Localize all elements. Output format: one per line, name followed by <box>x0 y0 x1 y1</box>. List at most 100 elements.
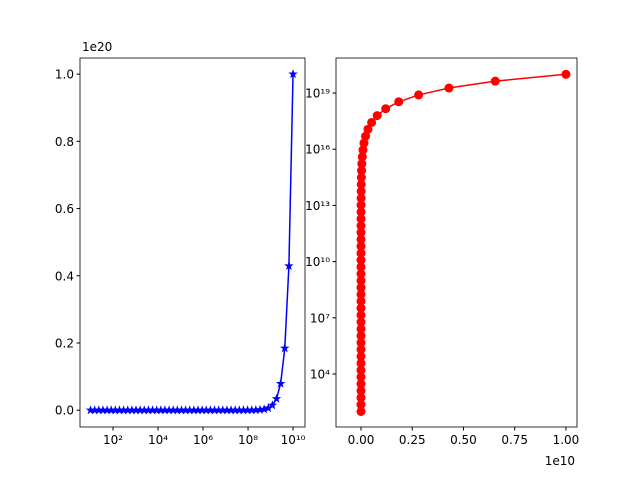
circle-marker <box>356 234 366 244</box>
x-tick-label: 10² <box>103 433 123 447</box>
y-tick-label: 1.0 <box>55 68 74 82</box>
circle-marker <box>358 145 368 155</box>
star-marker <box>242 405 253 415</box>
star-marker <box>193 405 203 415</box>
star-marker <box>110 405 121 415</box>
y-tick-label: 10¹⁹ <box>305 87 330 101</box>
star-marker <box>94 405 104 415</box>
circle-marker <box>356 338 366 348</box>
circle-marker <box>359 138 369 148</box>
x-tick-label: 10⁸ <box>238 433 258 447</box>
circle-marker <box>356 289 366 299</box>
circle-marker <box>356 310 366 320</box>
circle-marker <box>356 331 366 341</box>
star-marker <box>189 405 199 415</box>
circle-marker <box>356 406 366 416</box>
star-marker <box>135 405 145 415</box>
star-marker <box>205 405 216 415</box>
y-tick-label: 10¹⁰ <box>305 255 330 269</box>
circle-marker <box>356 255 366 265</box>
y-offset-text: 1e20 <box>82 40 112 54</box>
star-marker <box>172 405 183 415</box>
circle-marker <box>356 296 366 306</box>
star-marker <box>251 405 261 415</box>
circle-marker <box>356 248 366 258</box>
star-marker <box>201 405 212 415</box>
circle-marker <box>367 117 377 127</box>
y-tick-label: 0.0 <box>55 404 74 418</box>
star-marker <box>197 405 207 415</box>
circle-marker <box>361 131 371 141</box>
star-marker <box>168 405 178 415</box>
star-marker <box>255 404 265 414</box>
x-tick-label: 10⁴ <box>148 433 168 447</box>
y-tick-label: 0.6 <box>55 202 74 216</box>
y-tick-label: 0.8 <box>55 135 74 149</box>
star-marker <box>147 405 158 415</box>
star-marker <box>98 405 108 415</box>
circle-marker <box>414 90 424 100</box>
circle-marker <box>356 358 366 368</box>
star-marker <box>271 393 282 403</box>
circle-marker <box>381 104 391 114</box>
circle-marker <box>363 124 373 134</box>
circle-marker <box>356 283 366 293</box>
star-marker <box>209 405 220 415</box>
circle-marker <box>356 372 366 382</box>
star-marker <box>102 405 112 415</box>
circle-marker <box>357 152 367 162</box>
star-marker <box>280 343 290 353</box>
circle-marker <box>356 303 366 313</box>
circle-marker <box>356 221 366 231</box>
series-line <box>90 74 294 411</box>
circle-marker <box>356 179 366 189</box>
circle-marker <box>356 172 366 182</box>
star-marker <box>222 405 232 415</box>
circle-marker <box>561 69 571 79</box>
circle-marker <box>356 214 366 224</box>
axes-frame <box>335 57 578 428</box>
star-marker <box>89 405 100 415</box>
star-marker <box>284 260 294 271</box>
star-marker <box>176 405 187 415</box>
y-tick-label: 10¹³ <box>305 199 330 213</box>
star-marker <box>184 405 195 415</box>
circle-marker <box>444 83 454 93</box>
circle-marker <box>356 262 366 272</box>
circle-marker <box>356 193 366 203</box>
star-marker <box>246 405 257 415</box>
y-tick-label: 10¹⁶ <box>305 143 330 157</box>
star-marker <box>114 405 125 415</box>
x-tick-label: 0.25 <box>399 433 426 447</box>
circle-marker <box>356 207 366 217</box>
star-marker <box>267 400 278 410</box>
circle-marker <box>356 365 366 375</box>
y-tick-label: 10⁷ <box>310 311 330 325</box>
axes-frame <box>79 57 306 428</box>
circle-marker <box>356 186 366 196</box>
circle-marker <box>356 345 366 355</box>
star-marker <box>238 405 249 415</box>
star-marker <box>218 405 228 415</box>
circle-marker <box>356 200 366 210</box>
circle-marker <box>356 269 366 279</box>
star-marker <box>151 405 162 415</box>
circle-marker <box>372 111 382 121</box>
x-tick-label: 10⁶ <box>193 433 213 447</box>
star-marker <box>164 405 174 415</box>
circle-marker <box>356 324 366 334</box>
star-marker <box>131 405 141 415</box>
circle-marker <box>356 393 366 403</box>
circle-marker <box>356 317 366 327</box>
star-marker <box>263 403 273 413</box>
star-marker <box>226 405 236 415</box>
x-tick-label: 0.50 <box>450 433 477 447</box>
star-marker <box>156 405 166 415</box>
star-marker <box>259 404 269 414</box>
star-marker <box>213 405 224 415</box>
star-marker <box>160 405 170 415</box>
circle-marker <box>394 97 404 107</box>
star-marker <box>230 405 240 415</box>
circle-marker <box>356 241 366 251</box>
series-line <box>360 73 567 412</box>
